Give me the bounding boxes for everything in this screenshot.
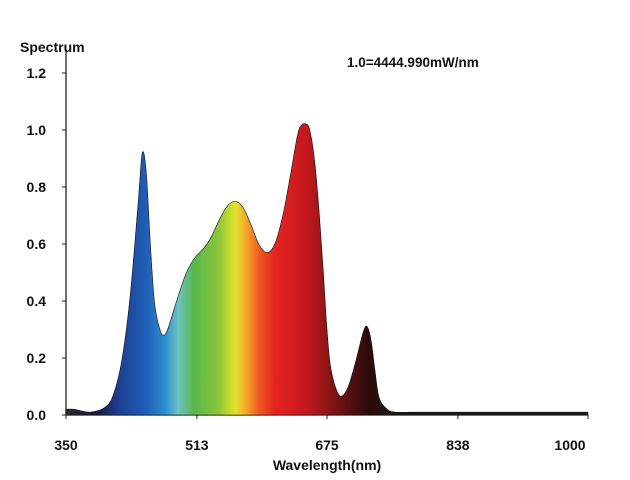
x-tick-label: 675 <box>315 437 339 453</box>
spectrum-area <box>65 123 589 416</box>
y-tick-label: 1.0 <box>27 122 47 138</box>
x-axis-label: Wavelength(nm) <box>273 457 381 473</box>
y-tick-label: 0.4 <box>27 293 47 309</box>
x-tick-label: 513 <box>185 437 209 453</box>
y-tick-label: 1.2 <box>27 65 47 81</box>
x-ticks: 350 513 675 838 1000 <box>54 415 589 453</box>
y-tick-label: 0.2 <box>27 350 47 366</box>
y-axis-label: Spectrum <box>20 39 85 55</box>
scale-annotation: 1.0=4444.990mW/nm <box>347 55 479 70</box>
x-tick-label: 1000 <box>554 437 585 453</box>
y-tick-label: 0.8 <box>27 179 47 195</box>
y-tick-label: 0.6 <box>27 236 47 252</box>
x-tick-label: 838 <box>446 437 470 453</box>
x-tick-label: 350 <box>54 437 78 453</box>
y-tick-label: 0.0 <box>27 407 47 423</box>
y-ticks: 0.0 0.2 0.4 0.6 0.8 1.0 1.2 <box>27 65 66 423</box>
